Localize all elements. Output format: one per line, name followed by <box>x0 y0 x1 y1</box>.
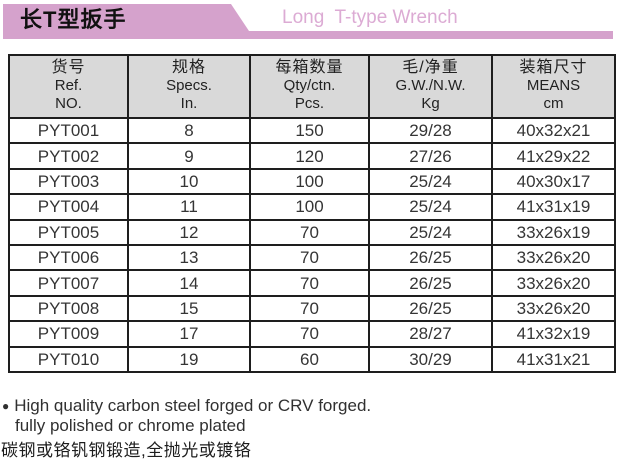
page-title-chinese: 长T型扳手 <box>20 6 127 32</box>
table-cell: PYT007 <box>8 269 129 297</box>
table-cell: PYT004 <box>8 193 129 221</box>
table-cell: 17 <box>127 320 251 348</box>
column-header: 规格 Specs. In. <box>127 54 251 119</box>
table-cell: 100 <box>249 193 370 221</box>
note-line-1: ● High quality carbon steel forged or CR… <box>2 396 371 416</box>
table-cell: 11 <box>127 193 251 221</box>
table-row: PYT001 8 150 29/28 40x32x21 <box>8 116 616 145</box>
page-title-english: Long T-type Wrench <box>282 7 458 28</box>
table-cell: 9 <box>127 142 251 170</box>
table-cell: 70 <box>249 320 370 348</box>
table-row: PYT010 19 60 30/29 41x31x21 <box>8 345 616 373</box>
note-line-2: fully polished or chrome plated <box>15 416 246 435</box>
column-header: 每箱数量 Qty/ctn. Pcs. <box>249 54 370 119</box>
table-cell: 14 <box>127 269 251 297</box>
table-cell: 26/25 <box>368 294 493 323</box>
table-cell: 70 <box>249 243 370 272</box>
table-cell: 27/26 <box>368 142 493 170</box>
table-cell: PYT010 <box>8 345 129 373</box>
table-row: PYT006 13 70 26/25 33x26x20 <box>8 243 616 272</box>
note-line-3-chinese: 碳钢或铬钒钢锻造,全抛光或镀铬 <box>1 441 252 460</box>
table-cell: 30/29 <box>368 345 493 373</box>
table-cell: 41x32x19 <box>491 320 616 348</box>
table-cell: 70 <box>249 218 370 246</box>
table-cell: 26/25 <box>368 243 493 272</box>
table-cell: 40x32x21 <box>491 116 616 145</box>
table-cell: 33x26x20 <box>491 243 616 272</box>
table-cell: 13 <box>127 243 251 272</box>
table-cell: 19 <box>127 345 251 373</box>
table-cell: 41x29x22 <box>491 142 616 170</box>
table-row: PYT009 17 70 28/27 41x32x19 <box>8 320 616 348</box>
table-header-row: 货号 Ref. NO. 规格 Specs. In. 每箱数量 Qty/ctn. Pcs. 毛/净重… <box>8 54 616 119</box>
table-cell: 40x30x17 <box>491 167 616 196</box>
column-header: 货号 Ref. NO. <box>8 54 129 119</box>
table-cell: PYT002 <box>8 142 129 170</box>
table-row: PYT005 12 70 25/24 33x26x19 <box>8 218 616 246</box>
table-row: PYT007 14 70 26/25 33x26x20 <box>8 269 616 297</box>
table-cell: 28/27 <box>368 320 493 348</box>
table-cell: 120 <box>249 142 370 170</box>
table-cell: 41x31x21 <box>491 345 616 373</box>
product-spec-table: 货号 Ref. NO. 规格 Specs. In. 每箱数量 Qty/ctn. Pcs. 毛/净重… <box>8 54 616 373</box>
table-cell: 26/25 <box>368 269 493 297</box>
table-row: PYT003 10 100 25/24 40x30x17 <box>8 167 616 196</box>
table-cell: PYT001 <box>8 116 129 145</box>
table-row: PYT008 15 70 26/25 33x26x20 <box>8 294 616 323</box>
table-row: PYT002 9 120 27/26 41x29x22 <box>8 142 616 170</box>
table-cell: 70 <box>249 294 370 323</box>
table-cell: 70 <box>249 269 370 297</box>
table-cell: 33x26x20 <box>491 269 616 297</box>
table-cell: 25/24 <box>368 193 493 221</box>
table-cell: 33x26x20 <box>491 294 616 323</box>
column-header: 毛/净重 G.W./N.W. Kg <box>368 54 493 119</box>
table-cell: 33x26x19 <box>491 218 616 246</box>
table-cell: 41x31x19 <box>491 193 616 221</box>
table-cell: PYT005 <box>8 218 129 246</box>
table-cell: 15 <box>127 294 251 323</box>
table-cell: 8 <box>127 116 251 145</box>
table-cell: PYT003 <box>8 167 129 196</box>
table-cell: 100 <box>249 167 370 196</box>
table-cell: 12 <box>127 218 251 246</box>
bullet-icon: ● <box>2 399 10 413</box>
table-cell: 60 <box>249 345 370 373</box>
table-cell: 25/24 <box>368 218 493 246</box>
table-cell: 150 <box>249 116 370 145</box>
table-cell: PYT008 <box>8 294 129 323</box>
banner: 长T型扳手 <box>3 4 249 31</box>
note-line-1-text: High quality carbon steel forged or CRV … <box>14 396 372 415</box>
table-cell: 25/24 <box>368 167 493 196</box>
table-cell: 29/28 <box>368 116 493 145</box>
table-row: PYT004 11 100 25/24 41x31x19 <box>8 193 616 221</box>
table-cell: PYT006 <box>8 243 129 272</box>
banner-strip <box>3 31 613 39</box>
table-cell: PYT009 <box>8 320 129 348</box>
column-header: 装箱尺寸 MEANS cm <box>491 54 616 119</box>
table-cell: 10 <box>127 167 251 196</box>
